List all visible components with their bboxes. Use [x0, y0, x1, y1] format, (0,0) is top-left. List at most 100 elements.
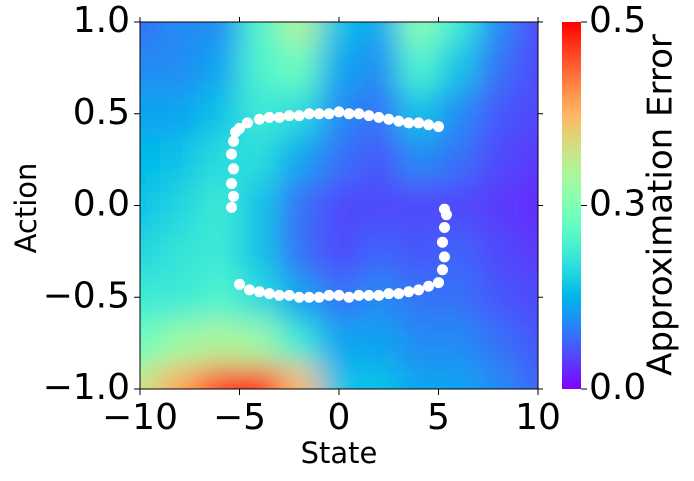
heat-cell — [319, 366, 360, 389]
heat-cell — [518, 274, 538, 321]
point — [228, 135, 240, 147]
heat-cell — [159, 366, 201, 389]
point — [353, 108, 365, 120]
point — [283, 289, 295, 301]
heat-cell — [398, 22, 439, 46]
heat-cell — [319, 320, 360, 367]
heat-cell — [398, 320, 439, 367]
heat-cell — [319, 22, 360, 46]
heat-cell — [518, 22, 538, 46]
point — [293, 110, 305, 122]
point — [253, 113, 265, 125]
point — [243, 284, 255, 296]
heat-cell — [438, 274, 479, 321]
heat-cell — [319, 228, 360, 275]
heat-cell — [518, 44, 538, 92]
point — [353, 289, 365, 301]
point — [234, 122, 245, 134]
colorbar-tick-label: 0.5 — [589, 0, 646, 41]
heat-cell — [478, 320, 519, 367]
heat-cell — [140, 320, 161, 367]
y-tick-label: −1.0 — [43, 367, 130, 408]
heat-cell — [438, 136, 479, 184]
point — [373, 289, 385, 301]
heat-cell — [518, 90, 538, 138]
heat-cell — [398, 228, 439, 275]
heat-cell — [358, 44, 400, 92]
heat-cell — [140, 366, 161, 389]
heat-cell — [159, 274, 201, 321]
point — [383, 288, 395, 300]
point — [313, 291, 325, 303]
y-axis-label: Action — [9, 163, 43, 254]
point — [226, 177, 238, 189]
heat-cell — [140, 136, 161, 184]
colorbar-tick-label: 0.3 — [589, 184, 646, 225]
heat-cell — [358, 320, 400, 367]
point — [241, 117, 253, 129]
point — [333, 106, 345, 118]
heat-cell — [478, 228, 519, 275]
point — [263, 288, 275, 300]
heat-cell — [398, 366, 439, 389]
heat-cell — [319, 182, 360, 229]
point — [283, 110, 295, 122]
point — [363, 289, 375, 301]
heat-cell — [478, 136, 519, 184]
heat-cell — [199, 366, 240, 389]
heat-cell — [159, 228, 201, 275]
heat-cell — [438, 22, 479, 46]
heat-cell — [358, 366, 400, 389]
heat-cell — [358, 182, 400, 229]
point — [436, 236, 448, 248]
heat-cell — [478, 44, 519, 92]
heat-cell — [398, 44, 439, 92]
x-tick-label: 0 — [328, 397, 351, 438]
heat-cell — [140, 90, 161, 138]
heat-cell — [159, 22, 201, 46]
heat-cell — [159, 90, 201, 138]
point — [273, 289, 285, 301]
heat-cell — [398, 274, 439, 321]
y-tick-label: −0.5 — [43, 275, 130, 316]
y-tick-label: 0.0 — [73, 184, 130, 225]
heat-cell — [438, 44, 479, 92]
heat-cell — [518, 366, 538, 389]
heat-cell — [239, 274, 280, 321]
point — [363, 110, 375, 122]
heat-cell — [159, 182, 201, 229]
x-axis-label: State — [301, 436, 378, 470]
point — [393, 115, 405, 127]
heat-cell — [279, 136, 320, 184]
x-tick-label: 10 — [515, 397, 561, 438]
heat-cell — [140, 182, 161, 229]
colorbar-label: Approximation Error — [641, 34, 681, 376]
heat-cell — [518, 136, 538, 184]
heat-cell — [199, 274, 240, 321]
heat-cell — [199, 22, 240, 46]
heat-cell — [199, 228, 240, 275]
heat-cell — [438, 320, 479, 367]
heat-cell — [279, 44, 320, 92]
scatter-points — [226, 106, 452, 303]
heat-cell — [239, 228, 280, 275]
point — [263, 111, 275, 123]
heat-cell — [279, 366, 320, 389]
point — [313, 108, 325, 120]
heat-cell — [159, 320, 201, 367]
heat-cell — [239, 22, 280, 46]
point — [323, 289, 335, 301]
heat-cell — [398, 136, 439, 184]
heat-cell — [478, 22, 519, 46]
heat-cell — [239, 44, 280, 92]
colorbar — [562, 22, 581, 389]
heat-cell — [199, 320, 240, 367]
heat-cell — [438, 366, 479, 389]
heat-cell — [239, 182, 280, 229]
heat-cell — [279, 228, 320, 275]
point — [226, 148, 238, 160]
heat-cell — [159, 136, 201, 184]
point — [228, 163, 240, 175]
heat-cell — [199, 44, 240, 92]
